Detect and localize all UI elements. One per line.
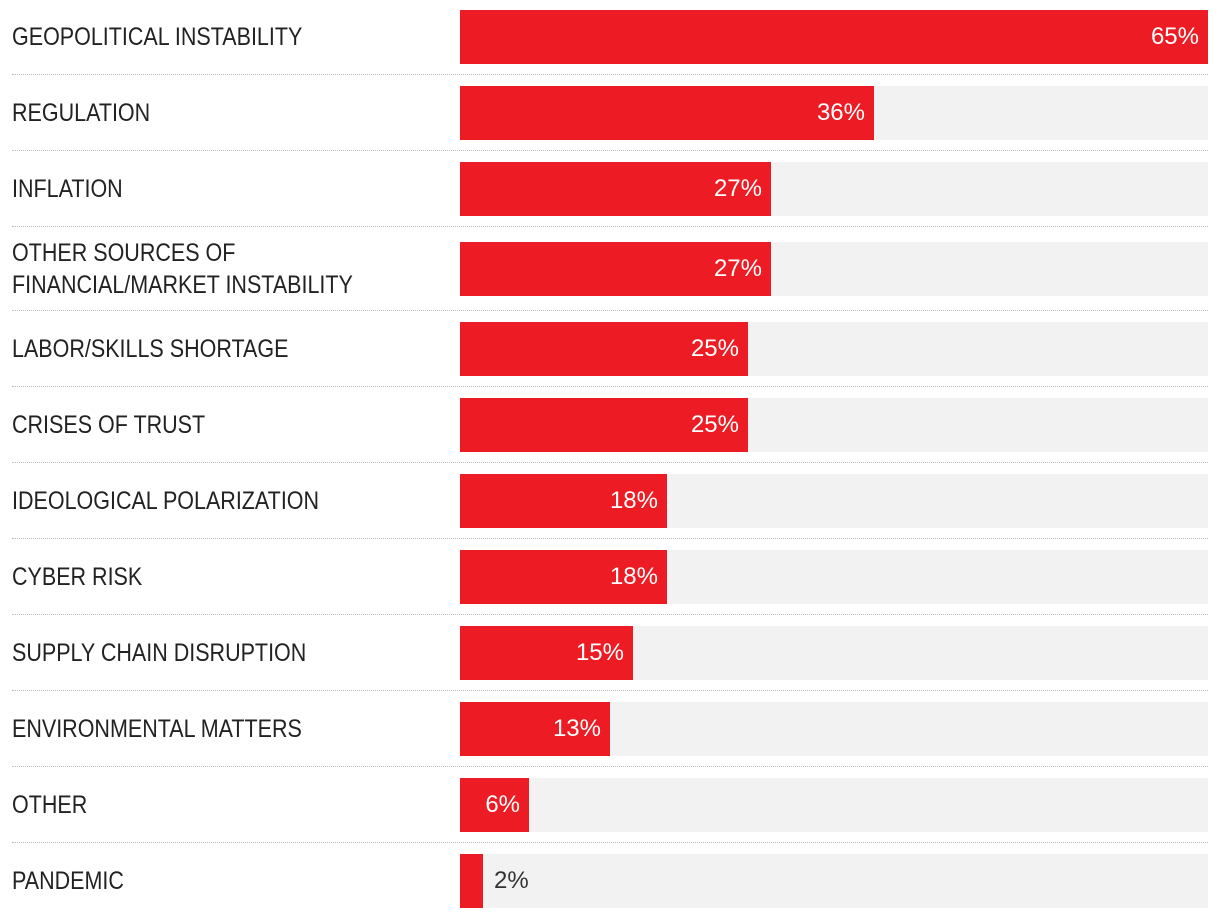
- bar: [460, 86, 874, 140]
- bar-track: 18%: [460, 550, 1208, 604]
- bar-track: 25%: [460, 398, 1208, 452]
- bar-track: 27%: [460, 242, 1208, 296]
- category-label: OTHER: [12, 791, 88, 819]
- row-divider: [12, 310, 1208, 311]
- bar: [460, 10, 1208, 64]
- bar: [460, 550, 667, 604]
- category-label: REGULATION: [12, 99, 151, 127]
- data-label: 13%: [552, 715, 601, 742]
- category-label: CRISES OF TRUST: [12, 411, 206, 439]
- data-label: 15%: [575, 639, 624, 666]
- category-label: PANDEMIC: [12, 867, 124, 895]
- row-divider: [12, 226, 1208, 227]
- bar-track: 65%: [460, 10, 1208, 64]
- data-label: 18%: [609, 563, 658, 590]
- bar-track: 27%: [460, 162, 1208, 216]
- bar: [460, 398, 748, 452]
- row-divider: [12, 842, 1208, 843]
- data-label: 27%: [713, 175, 762, 202]
- bar: [460, 778, 529, 832]
- row-divider: [12, 766, 1208, 767]
- category-label: LABOR/SKILLS SHORTAGE: [12, 335, 289, 363]
- bar-track: 25%: [460, 322, 1208, 376]
- bar: [460, 474, 667, 528]
- bar: [460, 242, 771, 296]
- category-label: ENVIRONMENTAL MATTERS: [12, 715, 302, 743]
- data-label: 65%: [1150, 23, 1199, 50]
- row-divider: [12, 462, 1208, 463]
- bar: [460, 854, 483, 908]
- category-label: GEOPOLITICAL INSTABILITY: [12, 23, 303, 51]
- row-divider: [12, 614, 1208, 615]
- data-label: 25%: [690, 335, 739, 362]
- bar-track: 18%: [460, 474, 1208, 528]
- bar-track: 6%: [460, 778, 1208, 832]
- bar: [460, 162, 771, 216]
- category-label: INFLATION: [12, 175, 123, 203]
- data-label: 36%: [816, 99, 865, 126]
- bar-track: 2%: [460, 854, 1208, 908]
- data-label: 27%: [713, 255, 762, 282]
- data-label: 2%: [494, 867, 529, 894]
- row-divider: [12, 150, 1208, 151]
- data-label: 18%: [609, 487, 658, 514]
- row-divider: [12, 386, 1208, 387]
- category-label: IDEOLOGICAL POLARIZATION: [12, 487, 320, 515]
- category-label: OTHER SOURCES OF FINANCIAL/MARKET INSTAB…: [12, 239, 353, 299]
- bar-track: 15%: [460, 626, 1208, 680]
- bar-track: 13%: [460, 702, 1208, 756]
- row-divider: [12, 690, 1208, 691]
- bar-track: 36%: [460, 86, 1208, 140]
- row-divider: [12, 74, 1208, 75]
- bar: [460, 322, 748, 376]
- data-label: 25%: [690, 411, 739, 438]
- bar: [460, 626, 633, 680]
- row-divider: [12, 538, 1208, 539]
- data-label: 6%: [485, 791, 520, 818]
- category-label: SUPPLY CHAIN DISRUPTION: [12, 639, 307, 667]
- bar: [460, 702, 610, 756]
- category-label: CYBER RISK: [12, 563, 143, 591]
